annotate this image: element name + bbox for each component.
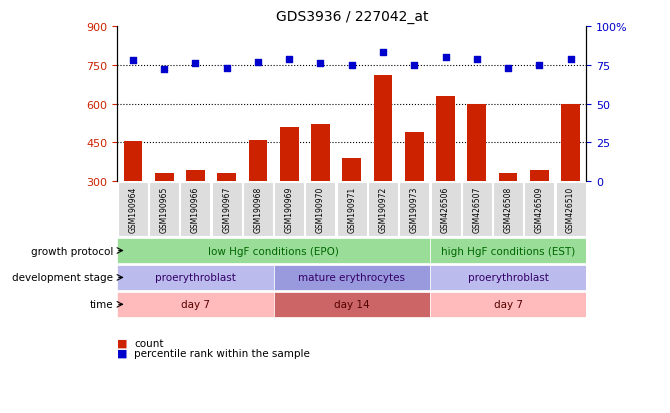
Point <box>472 56 482 63</box>
Point <box>378 50 389 57</box>
Title: GDS3936 / 227042_at: GDS3936 / 227042_at <box>275 10 428 24</box>
FancyBboxPatch shape <box>430 239 586 263</box>
Text: mature erythrocytes: mature erythrocytes <box>298 273 405 283</box>
Text: GSM190964: GSM190964 <box>129 186 137 233</box>
Text: day 14: day 14 <box>334 299 370 310</box>
Point <box>502 65 513 72</box>
Text: ■: ■ <box>117 348 128 358</box>
FancyBboxPatch shape <box>430 266 586 290</box>
FancyBboxPatch shape <box>117 266 273 290</box>
Text: GSM190971: GSM190971 <box>347 186 356 233</box>
Text: high HgF conditions (EST): high HgF conditions (EST) <box>441 246 576 256</box>
FancyBboxPatch shape <box>430 292 586 317</box>
Bar <box>498 174 517 182</box>
Point <box>315 61 326 67</box>
Text: GSM190969: GSM190969 <box>285 186 293 233</box>
Bar <box>436 97 455 182</box>
Text: GSM426506: GSM426506 <box>441 186 450 233</box>
FancyBboxPatch shape <box>525 183 554 236</box>
FancyBboxPatch shape <box>368 183 398 236</box>
Bar <box>342 159 361 182</box>
Point <box>159 67 170 74</box>
Bar <box>311 125 330 182</box>
FancyBboxPatch shape <box>399 183 429 236</box>
Bar <box>468 104 486 182</box>
Bar <box>280 128 299 182</box>
Point <box>440 55 451 61</box>
Text: GSM426507: GSM426507 <box>472 186 481 233</box>
Point <box>534 62 545 69</box>
Bar <box>530 170 549 182</box>
FancyBboxPatch shape <box>431 183 460 236</box>
FancyBboxPatch shape <box>149 183 179 236</box>
FancyBboxPatch shape <box>118 183 148 236</box>
Text: low HgF conditions (EPO): low HgF conditions (EPO) <box>208 246 339 256</box>
FancyBboxPatch shape <box>493 183 523 236</box>
Point <box>409 62 419 69</box>
FancyBboxPatch shape <box>337 183 366 236</box>
Text: percentile rank within the sample: percentile rank within the sample <box>134 348 310 358</box>
Point <box>253 59 263 66</box>
Text: GSM190966: GSM190966 <box>191 186 200 233</box>
Text: growth protocol: growth protocol <box>31 246 113 256</box>
Text: GSM190970: GSM190970 <box>316 186 325 233</box>
Text: GSM190968: GSM190968 <box>253 186 263 233</box>
FancyBboxPatch shape <box>555 183 586 236</box>
FancyBboxPatch shape <box>117 239 430 263</box>
Text: proerythroblast: proerythroblast <box>155 273 236 283</box>
Bar <box>123 142 142 182</box>
Point <box>190 61 201 67</box>
FancyBboxPatch shape <box>273 266 430 290</box>
Text: day 7: day 7 <box>494 299 523 310</box>
Bar <box>561 104 580 182</box>
FancyBboxPatch shape <box>117 292 273 317</box>
Bar <box>186 170 205 182</box>
Text: time: time <box>90 299 113 310</box>
Text: day 7: day 7 <box>181 299 210 310</box>
Point <box>127 57 138 64</box>
Text: proerythroblast: proerythroblast <box>468 273 549 283</box>
FancyBboxPatch shape <box>212 183 242 236</box>
Text: GSM190967: GSM190967 <box>222 186 231 233</box>
Text: GSM190972: GSM190972 <box>379 186 387 233</box>
FancyBboxPatch shape <box>243 183 273 236</box>
FancyBboxPatch shape <box>306 183 336 236</box>
Bar <box>374 76 393 182</box>
Point <box>284 56 295 63</box>
Text: development stage: development stage <box>12 273 113 283</box>
Text: GSM190965: GSM190965 <box>159 186 169 233</box>
FancyBboxPatch shape <box>462 183 492 236</box>
Text: GSM190973: GSM190973 <box>410 186 419 233</box>
Bar <box>405 133 423 182</box>
Text: count: count <box>134 338 163 348</box>
Point <box>221 65 232 72</box>
FancyBboxPatch shape <box>180 183 210 236</box>
Bar <box>155 174 174 182</box>
Point <box>565 56 576 63</box>
Point <box>346 62 357 69</box>
FancyBboxPatch shape <box>273 292 430 317</box>
Text: GSM426509: GSM426509 <box>535 186 544 233</box>
Bar <box>249 140 267 182</box>
Bar <box>217 174 236 182</box>
Text: GSM426510: GSM426510 <box>566 186 575 233</box>
FancyBboxPatch shape <box>274 183 304 236</box>
Text: ■: ■ <box>117 338 128 348</box>
Text: GSM426508: GSM426508 <box>504 186 513 233</box>
